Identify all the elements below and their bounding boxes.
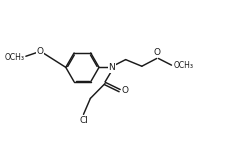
Text: O: O: [153, 48, 160, 57]
Text: OCH₃: OCH₃: [5, 53, 25, 62]
Text: OCH₃: OCH₃: [173, 61, 193, 70]
Text: Cl: Cl: [79, 116, 88, 125]
Text: N: N: [108, 63, 115, 72]
Text: O: O: [122, 86, 128, 95]
Text: O: O: [36, 47, 43, 56]
